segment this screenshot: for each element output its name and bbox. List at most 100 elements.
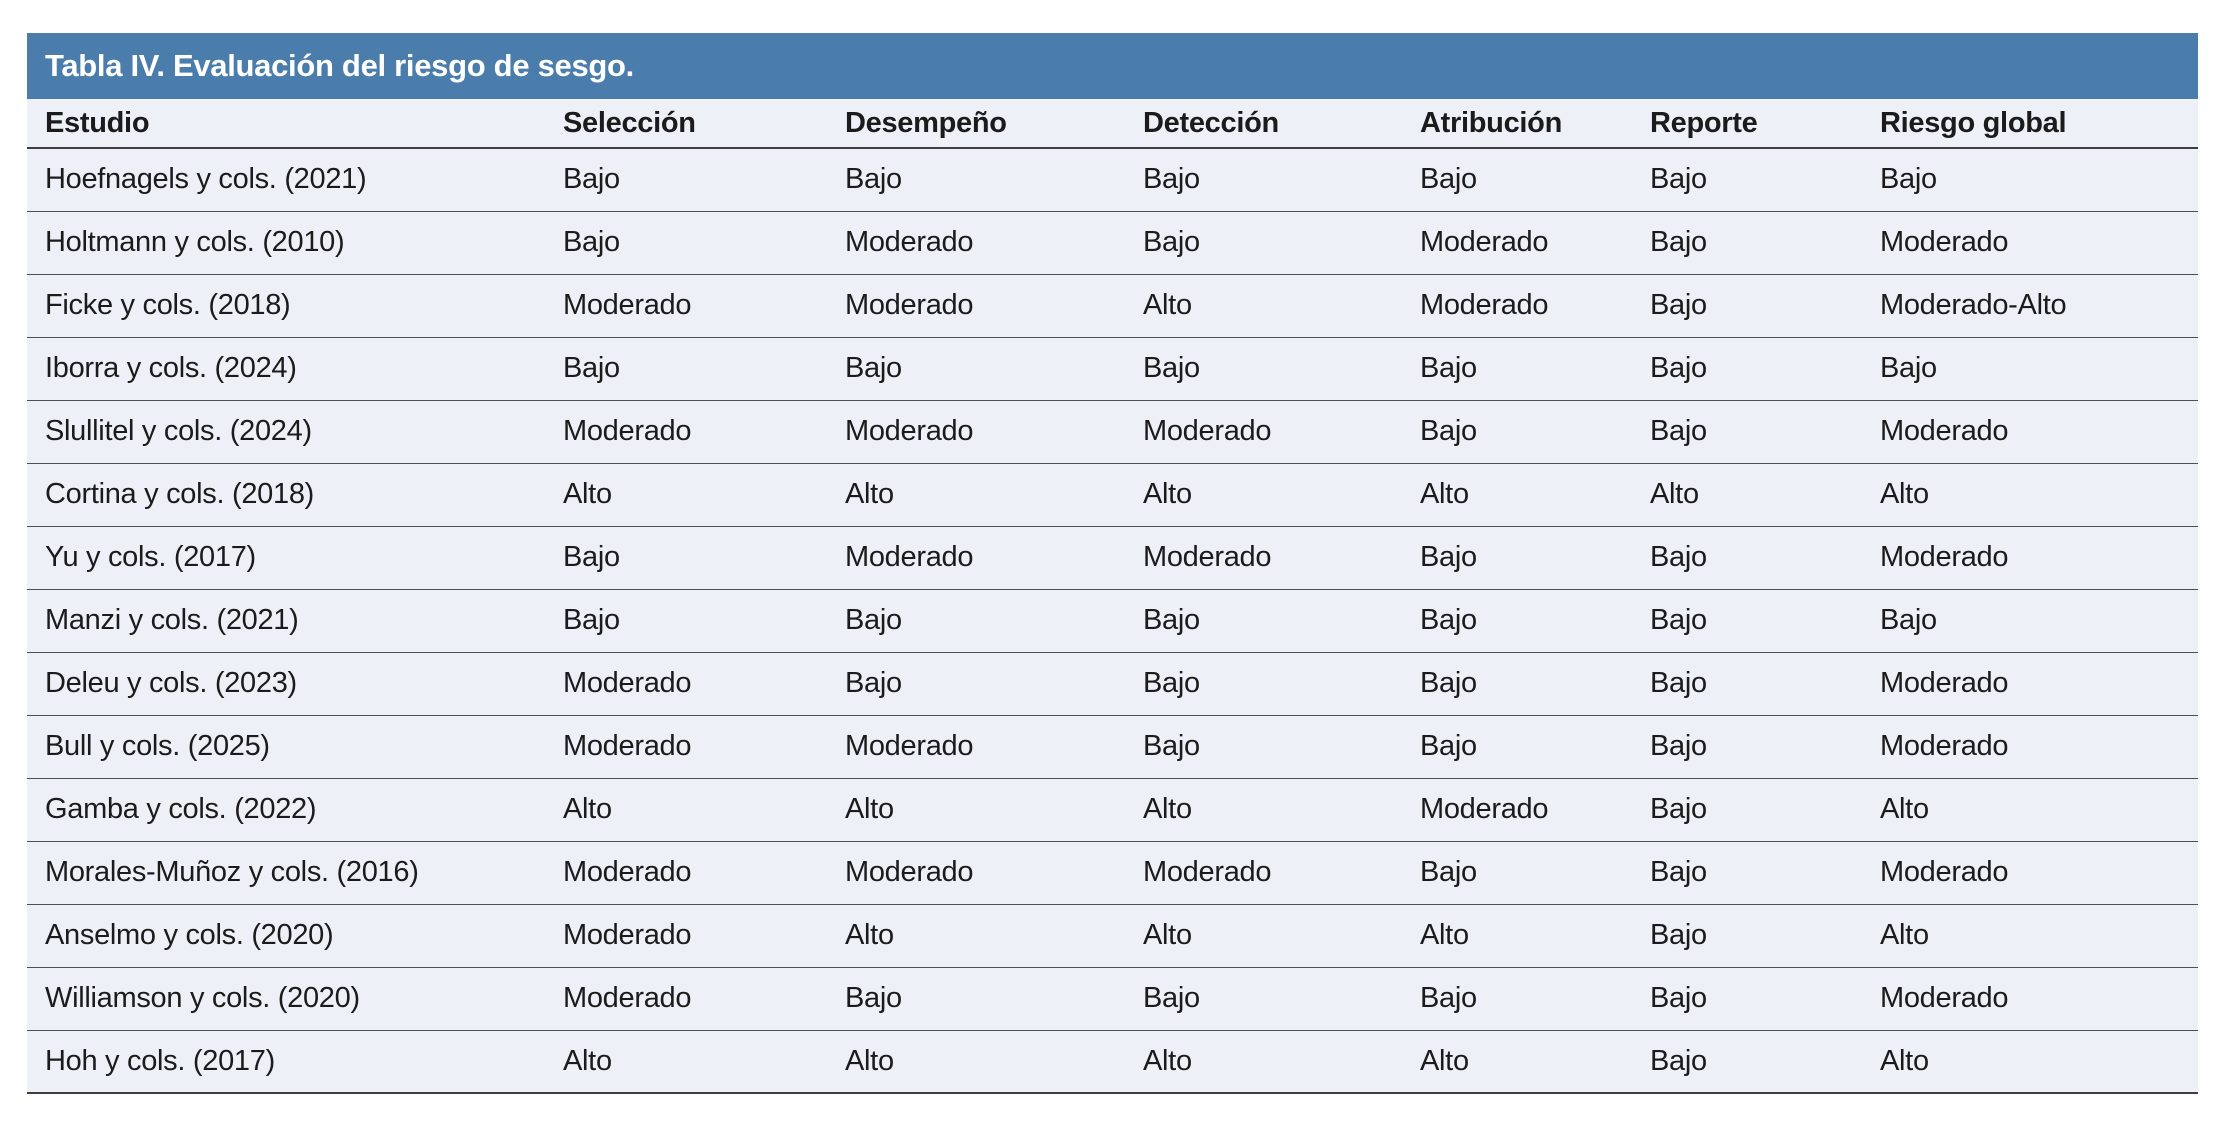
rating-cell: Alto [845,463,1143,527]
table-row: Hoh y cols. (2017) Alto Alto Alto Alto Bajo Al… [27,1030,2198,1094]
rating-cell: Bajo [1650,967,1880,1031]
column-header-6: Reporte [1650,99,1880,149]
rating-cell: Bajo [1143,967,1420,1031]
rating-cell: Bajo [1880,589,2198,653]
risk-of-bias-table: Tabla IV. Evaluación del riesgo de sesgo… [27,33,2198,1094]
rating-cell: Bajo [1650,841,1880,905]
rating-cell: Moderado [563,715,845,779]
rating-cell: Bajo [1650,904,1880,968]
rating-cell: Bajo [1880,148,2198,212]
column-header-5: Atribución [1420,99,1650,149]
rating-cell: Moderado [1420,211,1650,275]
rating-cell: Moderado [563,652,845,716]
rating-cell: Moderado [1143,841,1420,905]
rating-cell: Bajo [1143,715,1420,779]
table-row: Gamba y cols. (2022) Alto Alto Alto Moderado… [27,778,2198,842]
rating-cell: Moderado [1143,400,1420,464]
rating-cell: Bajo [1420,526,1650,590]
rating-cell: Alto [1880,463,2198,527]
rating-cell: Bajo [1650,526,1880,590]
rating-cell: Bajo [1650,337,1880,401]
rating-cell: Moderado [845,526,1143,590]
study-name-cell: Hoefnagels y cols. (2021) [27,148,563,212]
rating-cell: Bajo [1650,400,1880,464]
table-row: Williamson y cols. (2020) Moderado Bajo Baj… [27,967,2198,1031]
rating-cell: Moderado [845,211,1143,275]
data-table: Estudio Selección Desempeño Detección Atribu… [27,99,2198,1094]
header-row: Estudio Selección Desempeño Detección Atribu… [27,99,2198,149]
rating-cell: Alto [1143,778,1420,842]
rating-cell: Bajo [1420,589,1650,653]
rating-cell: Moderado [563,274,845,338]
table-row: Bull y cols. (2025) Moderado Moderado Bajo B… [27,715,2198,779]
study-name-cell: Yu y cols. (2017) [27,526,563,590]
rating-cell: Moderado-Alto [1880,274,2198,338]
study-name-cell: Anselmo y cols. (2020) [27,904,563,968]
study-name-cell: Bull y cols. (2025) [27,715,563,779]
rating-cell: Alto [1880,904,2198,968]
rating-cell: Alto [1880,1030,2198,1094]
study-name-cell: Manzi y cols. (2021) [27,589,563,653]
table-row: Hoefnagels y cols. (2021) Bajo Bajo Bajo Baj… [27,148,2198,212]
rating-cell: Alto [1880,778,2198,842]
rating-cell: Bajo [563,337,845,401]
column-header-4: Detección [1143,99,1420,149]
rating-cell: Bajo [1650,211,1880,275]
rating-cell: Moderado [1880,400,2198,464]
study-name-cell: Hoh y cols. (2017) [27,1030,563,1094]
rating-cell: Bajo [845,148,1143,212]
rating-cell: Moderado [1880,715,2198,779]
rating-cell: Bajo [1880,337,2198,401]
study-name-cell: Iborra y cols. (2024) [27,337,563,401]
table-row: Iborra y cols. (2024) Bajo Bajo Bajo Bajo Baj… [27,337,2198,401]
table-row: Holtmann y cols. (2010) Bajo Moderado Bajo M… [27,211,2198,275]
column-header-1: Estudio [27,99,563,149]
rating-cell: Bajo [563,589,845,653]
table-title: Tabla IV. Evaluación del riesgo de sesgo… [27,33,2198,99]
rating-cell: Bajo [1420,841,1650,905]
rating-cell: Bajo [563,148,845,212]
rating-cell: Bajo [1650,1030,1880,1094]
rating-cell: Bajo [1143,211,1420,275]
table-row: Deleu y cols. (2023) Moderado Bajo Bajo Bajo… [27,652,2198,716]
rating-cell: Bajo [1650,274,1880,338]
table-row: Yu y cols. (2017) Bajo Moderado Moderado Baj… [27,526,2198,590]
study-name-cell: Morales-Muñoz y cols. (2016) [27,841,563,905]
rating-cell: Moderado [563,841,845,905]
rating-cell: Bajo [1420,715,1650,779]
rating-cell: Alto [1650,463,1880,527]
rating-cell: Moderado [563,904,845,968]
rating-cell: Bajo [1650,148,1880,212]
rating-cell: Alto [845,904,1143,968]
rating-cell: Bajo [1650,778,1880,842]
study-name-cell: Ficke y cols. (2018) [27,274,563,338]
rating-cell: Bajo [1420,652,1650,716]
rating-cell: Bajo [845,967,1143,1031]
rating-cell: Bajo [1143,337,1420,401]
rating-cell: Moderado [1420,778,1650,842]
column-header-2: Selección [563,99,845,149]
rating-cell: Alto [1420,463,1650,527]
rating-cell: Moderado [845,274,1143,338]
study-name-cell: Cortina y cols. (2018) [27,463,563,527]
rating-cell: Moderado [1880,841,2198,905]
study-name-cell: Gamba y cols. (2022) [27,778,563,842]
rating-cell: Moderado [1880,211,2198,275]
rating-cell: Bajo [1420,967,1650,1031]
rating-cell: Alto [563,778,845,842]
rating-cell: Alto [563,463,845,527]
rating-cell: Bajo [1420,400,1650,464]
rating-cell: Alto [1420,1030,1650,1094]
rating-cell: Moderado [1880,526,2198,590]
study-name-cell: Deleu y cols. (2023) [27,652,563,716]
study-name-cell: Williamson y cols. (2020) [27,967,563,1031]
rating-cell: Moderado [845,715,1143,779]
rating-cell: Alto [1143,274,1420,338]
rating-cell: Bajo [1420,148,1650,212]
table-row: Morales-Muñoz y cols. (2016) Moderado Mode… [27,841,2198,905]
rating-cell: Bajo [563,211,845,275]
table-row: Anselmo y cols. (2020) Moderado Alto Alto Al… [27,904,2198,968]
rating-cell: Alto [1143,1030,1420,1094]
rating-cell: Bajo [845,589,1143,653]
column-header-3: Desempeño [845,99,1143,149]
